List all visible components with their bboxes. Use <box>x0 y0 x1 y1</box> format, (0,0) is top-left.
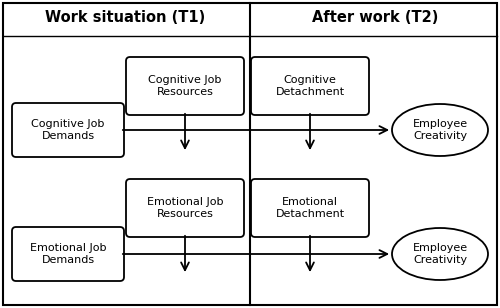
Ellipse shape <box>392 228 488 280</box>
FancyBboxPatch shape <box>251 57 369 115</box>
FancyBboxPatch shape <box>251 179 369 237</box>
Text: Cognitive Job
Demands: Cognitive Job Demands <box>32 119 104 141</box>
Ellipse shape <box>392 104 488 156</box>
Text: Employee
Creativity: Employee Creativity <box>412 243 468 265</box>
FancyBboxPatch shape <box>12 227 124 281</box>
FancyBboxPatch shape <box>126 57 244 115</box>
Text: Emotional Job
Demands: Emotional Job Demands <box>30 243 106 265</box>
Text: After work (T2): After work (T2) <box>312 10 438 26</box>
FancyBboxPatch shape <box>12 103 124 157</box>
Text: Cognitive Job
Resources: Cognitive Job Resources <box>148 75 222 97</box>
Text: Emotional Job
Resources: Emotional Job Resources <box>147 197 223 219</box>
Text: Employee
Creativity: Employee Creativity <box>412 119 468 141</box>
Text: Emotional
Detachment: Emotional Detachment <box>276 197 344 219</box>
Text: Work situation (T1): Work situation (T1) <box>45 10 205 26</box>
Text: Cognitive
Detachment: Cognitive Detachment <box>276 75 344 97</box>
FancyBboxPatch shape <box>126 179 244 237</box>
